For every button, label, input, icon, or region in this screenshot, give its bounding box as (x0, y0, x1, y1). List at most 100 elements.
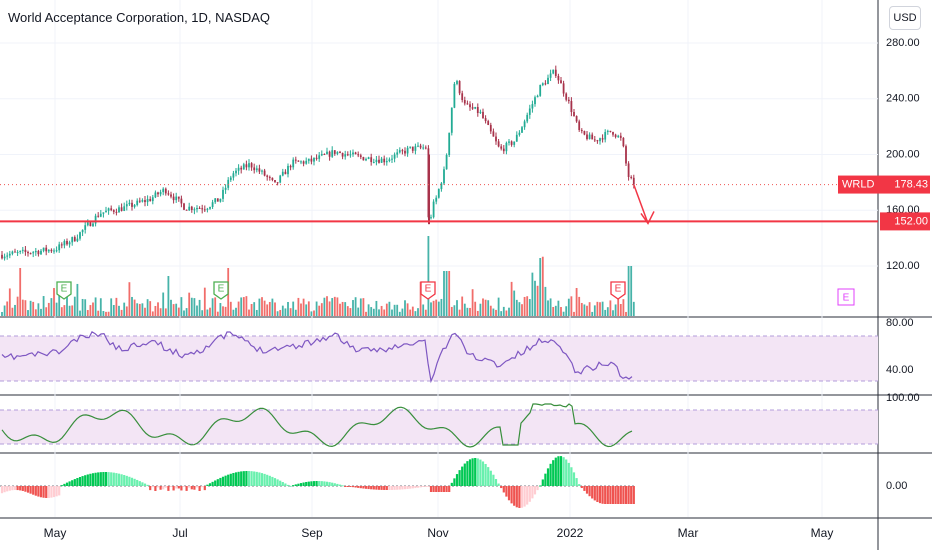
volume-bar (630, 266, 633, 316)
candle-body (1, 254, 3, 259)
candle-body (578, 121, 581, 130)
candle-body (237, 167, 240, 171)
volume-bar (302, 298, 305, 316)
volume-bar (513, 290, 516, 316)
histogram-bar (484, 463, 487, 486)
candle-body (102, 212, 105, 214)
histogram-bar (266, 474, 269, 486)
histogram-bar (294, 484, 297, 486)
candle-body (554, 69, 557, 76)
candle-body (63, 240, 66, 246)
volume-bar (445, 271, 448, 316)
candle-body (401, 150, 404, 152)
volume-bar (198, 299, 201, 316)
chart-title: World Acceptance Corporation, 1D, NASDAQ (8, 10, 271, 25)
histogram-bar (572, 472, 576, 486)
price-axis-tick: 240.00 (886, 93, 920, 105)
histogram-bar (536, 486, 539, 491)
candle-body (367, 157, 370, 159)
candle-body (16, 252, 19, 254)
volume-bar (586, 305, 588, 316)
candle-body (549, 73, 552, 78)
volume-bar (294, 309, 297, 316)
histogram-bar (606, 486, 609, 504)
candle-body (50, 249, 53, 252)
volume-bar (383, 309, 386, 316)
histogram-bar (557, 456, 560, 486)
candle-body (560, 80, 562, 84)
histogram-bar (351, 486, 355, 488)
candle-body (170, 194, 172, 197)
candle-body (518, 132, 521, 135)
volume-bar (427, 236, 430, 316)
volume-bar (362, 298, 365, 316)
histogram-bar (632, 486, 635, 504)
volume-bar (333, 296, 336, 316)
volume-bar (289, 308, 292, 316)
volume-bar (565, 306, 568, 316)
volume-bar (146, 299, 149, 316)
volume-bar (60, 307, 63, 316)
candle-body (526, 114, 529, 122)
volume-bar (138, 303, 141, 316)
volume-bar (580, 302, 583, 316)
histogram-bar (388, 486, 391, 490)
candle-body (344, 154, 347, 157)
histogram-bar (3, 486, 6, 493)
candle-body (305, 160, 308, 164)
volume-bar (58, 291, 61, 316)
histogram-bar (377, 486, 381, 490)
volume-bar (489, 305, 492, 316)
level-price-value: 152.00 (894, 215, 928, 227)
candle-body (612, 131, 614, 135)
candle-body (419, 145, 422, 148)
candle-body (359, 155, 362, 158)
earnings-letter: E (218, 284, 225, 295)
histogram-bar (385, 486, 388, 490)
candle-body (94, 215, 97, 224)
rsi-line (1, 330, 633, 384)
volume-bar (435, 299, 438, 316)
candle-body (157, 192, 159, 195)
candle-body (131, 202, 133, 207)
volume-bar (469, 307, 471, 316)
histogram-bar (255, 471, 258, 486)
histogram-bar (104, 472, 108, 486)
volume-bar (349, 308, 352, 316)
volume-bar (3, 305, 6, 316)
candle-body (453, 83, 456, 108)
histogram-bar (359, 486, 362, 489)
candle-body (614, 134, 617, 137)
candle-body (289, 165, 292, 168)
volume-bar (55, 302, 58, 316)
candle-body (180, 198, 183, 204)
candle-body (284, 171, 287, 175)
histogram-bar (398, 486, 401, 490)
volume-bar (196, 305, 198, 316)
rsi-axis-tick: 40.00 (886, 364, 914, 376)
candle-body (193, 209, 196, 211)
candle-body (27, 251, 29, 254)
volume-bar (359, 298, 362, 316)
histogram-bar (247, 471, 251, 486)
volume-bar (544, 286, 547, 316)
candle-body (307, 158, 310, 161)
volume-bar (354, 297, 357, 316)
histogram-bar (250, 471, 253, 486)
candle-body (118, 207, 120, 213)
histogram-bar (419, 486, 422, 488)
histogram-bar (123, 475, 126, 486)
candle-body (391, 158, 393, 160)
volume-bar (144, 307, 146, 316)
histogram-bar (182, 486, 186, 488)
histogram-bar (450, 482, 453, 486)
histogram-bar (50, 486, 53, 498)
candle-body (110, 208, 113, 211)
volume-bar (617, 297, 620, 316)
volume-bar (466, 307, 469, 316)
candle-body (406, 147, 409, 154)
volume-bar (396, 304, 399, 316)
candle-body (432, 201, 435, 218)
currency-button[interactable]: USD (889, 6, 921, 30)
candle-body (216, 198, 219, 202)
